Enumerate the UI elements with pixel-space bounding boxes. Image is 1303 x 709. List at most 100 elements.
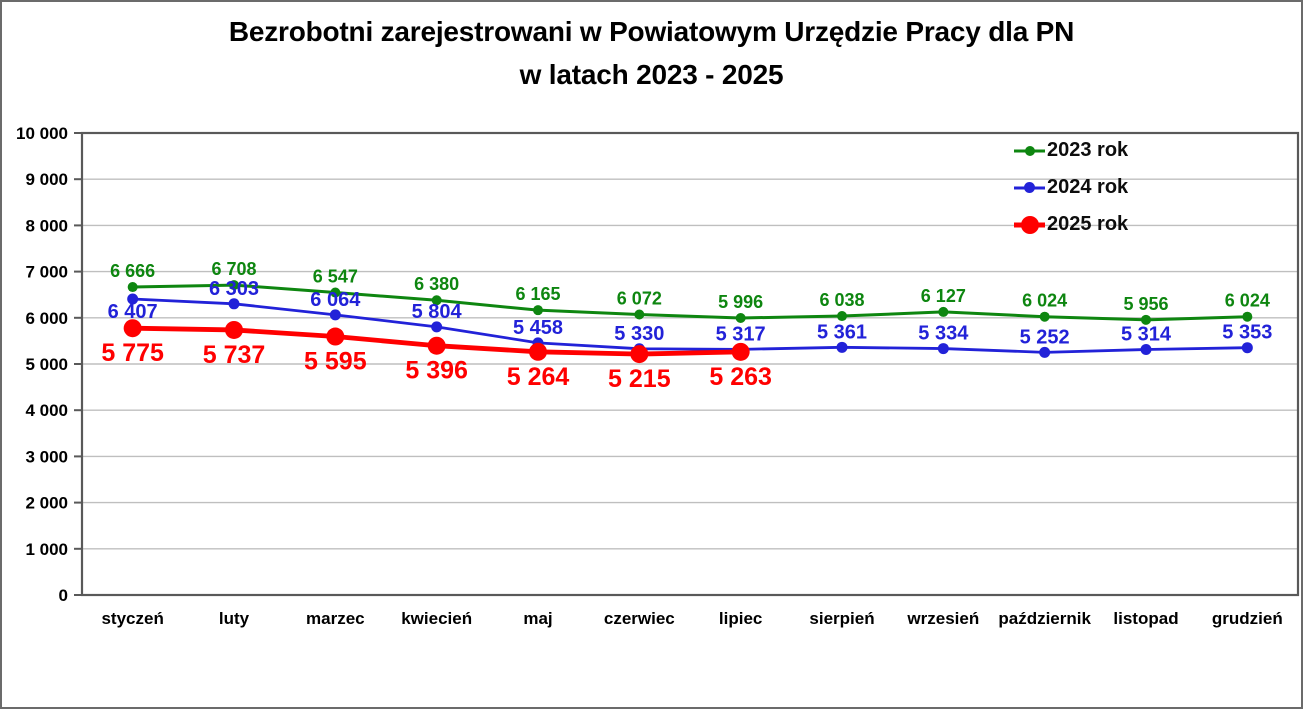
- data-point-marker: [1039, 311, 1050, 322]
- data-point-marker: [127, 293, 139, 305]
- data-point-label: 6 024: [1022, 291, 1067, 311]
- data-point-label: 6 127: [921, 286, 966, 306]
- x-axis-label: wrzesień: [906, 609, 979, 628]
- data-point-label: 5 361: [817, 321, 867, 343]
- data-point-label: 6 547: [313, 267, 358, 287]
- data-point-label: 5 334: [918, 323, 969, 345]
- data-point-marker: [1241, 342, 1253, 354]
- x-axis-label: październik: [998, 609, 1091, 628]
- x-axis-label: kwiecień: [401, 609, 472, 628]
- data-point-label: 5 804: [412, 301, 463, 323]
- data-point-marker: [630, 345, 649, 364]
- x-axis-label: listopad: [1113, 609, 1178, 628]
- data-point-marker: [1141, 314, 1151, 325]
- y-axis-label: 9 000: [25, 170, 68, 189]
- data-point-label: 5 775: [101, 339, 164, 367]
- data-point-label: 5 314: [1121, 323, 1172, 345]
- data-point-marker: [127, 282, 138, 293]
- legend-label-2023: 2023 rok: [1047, 139, 1129, 161]
- data-point-marker: [427, 336, 446, 355]
- legend-label-2025: 2025 rok: [1047, 213, 1129, 235]
- y-axis-label: 6 000: [25, 309, 68, 328]
- data-point-label: 5 595: [304, 348, 367, 376]
- data-point-marker: [1039, 346, 1051, 358]
- y-axis-label: 7 000: [25, 263, 68, 282]
- legend-marker-2024-icon: [1014, 182, 1045, 193]
- x-axis-label: luty: [219, 609, 250, 628]
- x-axis-label: grudzień: [1212, 609, 1283, 628]
- x-axis-label: maj: [523, 609, 552, 628]
- data-point-label: 5 956: [1123, 294, 1168, 314]
- y-axis-label: 8 000: [25, 216, 68, 235]
- x-axis-label: sierpień: [809, 609, 874, 628]
- legend-item-2024: 2024 rok: [1014, 169, 1128, 206]
- data-point-label: 5 264: [507, 363, 570, 391]
- data-point-label: 5 396: [405, 357, 468, 385]
- data-point-marker: [225, 320, 243, 339]
- legend-item-2025: 2025 rok: [1014, 206, 1128, 243]
- data-point-label: 6 165: [515, 284, 560, 304]
- data-point-marker: [836, 341, 848, 353]
- series-2023-rok: 6 666 6 708 6 547 6 380 6 165 6 072 5 996 6 038…: [110, 259, 1270, 325]
- data-point-marker: [228, 298, 240, 310]
- data-point-label: 6 072: [617, 288, 662, 308]
- data-point-label: 5 215: [608, 365, 671, 393]
- x-axis-label: czerwiec: [604, 609, 675, 628]
- series-2025-rok: 5 775 5 737 5 595 5 396 5 264 5 215 5 263: [101, 319, 772, 393]
- data-point-marker: [937, 343, 949, 355]
- data-point-marker: [634, 309, 645, 320]
- data-point-label: 5 317: [716, 323, 766, 345]
- series-line: [131, 297, 1249, 354]
- data-point-marker: [329, 309, 341, 321]
- data-point-marker: [938, 306, 949, 317]
- y-axis-label: 4 000: [25, 401, 68, 420]
- y-axis-label: 5 000: [25, 355, 68, 374]
- data-point-label: 5 996: [718, 292, 763, 312]
- data-point-marker: [533, 305, 543, 316]
- data-point-marker: [731, 342, 750, 361]
- data-point-label: 6 380: [414, 274, 459, 294]
- data-point-label: 6 064: [310, 289, 361, 311]
- y-axis-label: 2 000: [25, 494, 68, 513]
- legend-marker-2025-icon: [1014, 215, 1045, 234]
- data-point-marker: [837, 311, 847, 322]
- legend-item-2023: 2023 rok: [1014, 132, 1128, 169]
- data-point-label: 5 737: [203, 341, 266, 369]
- chart-title-line2: w latach 2023 - 2025: [519, 59, 784, 90]
- y-axis-label: 10 000: [16, 124, 68, 143]
- chart-title: Bezrobotni zarejestrowani w Powiatowym U…: [2, 10, 1301, 96]
- data-point-marker: [229, 280, 239, 291]
- data-point-label: 5 353: [1222, 322, 1272, 344]
- chart-legend: 2023 rok 2024 rok 2025 rok: [1014, 132, 1128, 243]
- data-point-label: 5 263: [709, 363, 772, 391]
- data-point-label: 6 038: [819, 290, 864, 310]
- data-point-label: 6 024: [1225, 291, 1270, 311]
- series-line: [131, 283, 1249, 322]
- data-point-marker: [326, 327, 345, 346]
- data-point-marker: [1242, 311, 1253, 322]
- data-point-marker: [529, 342, 547, 361]
- data-point-marker: [123, 319, 142, 338]
- legend-label-2024: 2024 rok: [1047, 176, 1129, 198]
- data-point-label: 6 407: [108, 301, 158, 323]
- legend-marker-2023-icon: [1014, 145, 1045, 156]
- data-point-marker: [1140, 343, 1152, 355]
- data-point-label: 5 252: [1020, 326, 1070, 348]
- data-point-marker: [431, 321, 443, 333]
- x-axis-label: styczeń: [101, 609, 163, 628]
- data-point-label: 5 458: [513, 317, 563, 339]
- data-point-label: 6 708: [211, 259, 256, 279]
- data-point-label: 6 303: [209, 278, 259, 300]
- x-axis-label: lipiec: [719, 609, 762, 628]
- chart-title-line1: Bezrobotni zarejestrowani w Powiatowym U…: [228, 16, 1075, 47]
- data-point-marker: [431, 295, 442, 306]
- data-point-marker: [735, 312, 746, 323]
- y-axis-label: 1 000: [25, 540, 68, 559]
- series-2024-rok: 6 407 6 303 6 064 5 804 5 458 5 330 5 317 5 361…: [108, 278, 1272, 358]
- x-axis-label: marzec: [306, 609, 365, 628]
- data-point-label: 5 330: [614, 323, 664, 345]
- data-point-marker: [330, 287, 341, 298]
- y-axis-label: 0: [59, 586, 68, 605]
